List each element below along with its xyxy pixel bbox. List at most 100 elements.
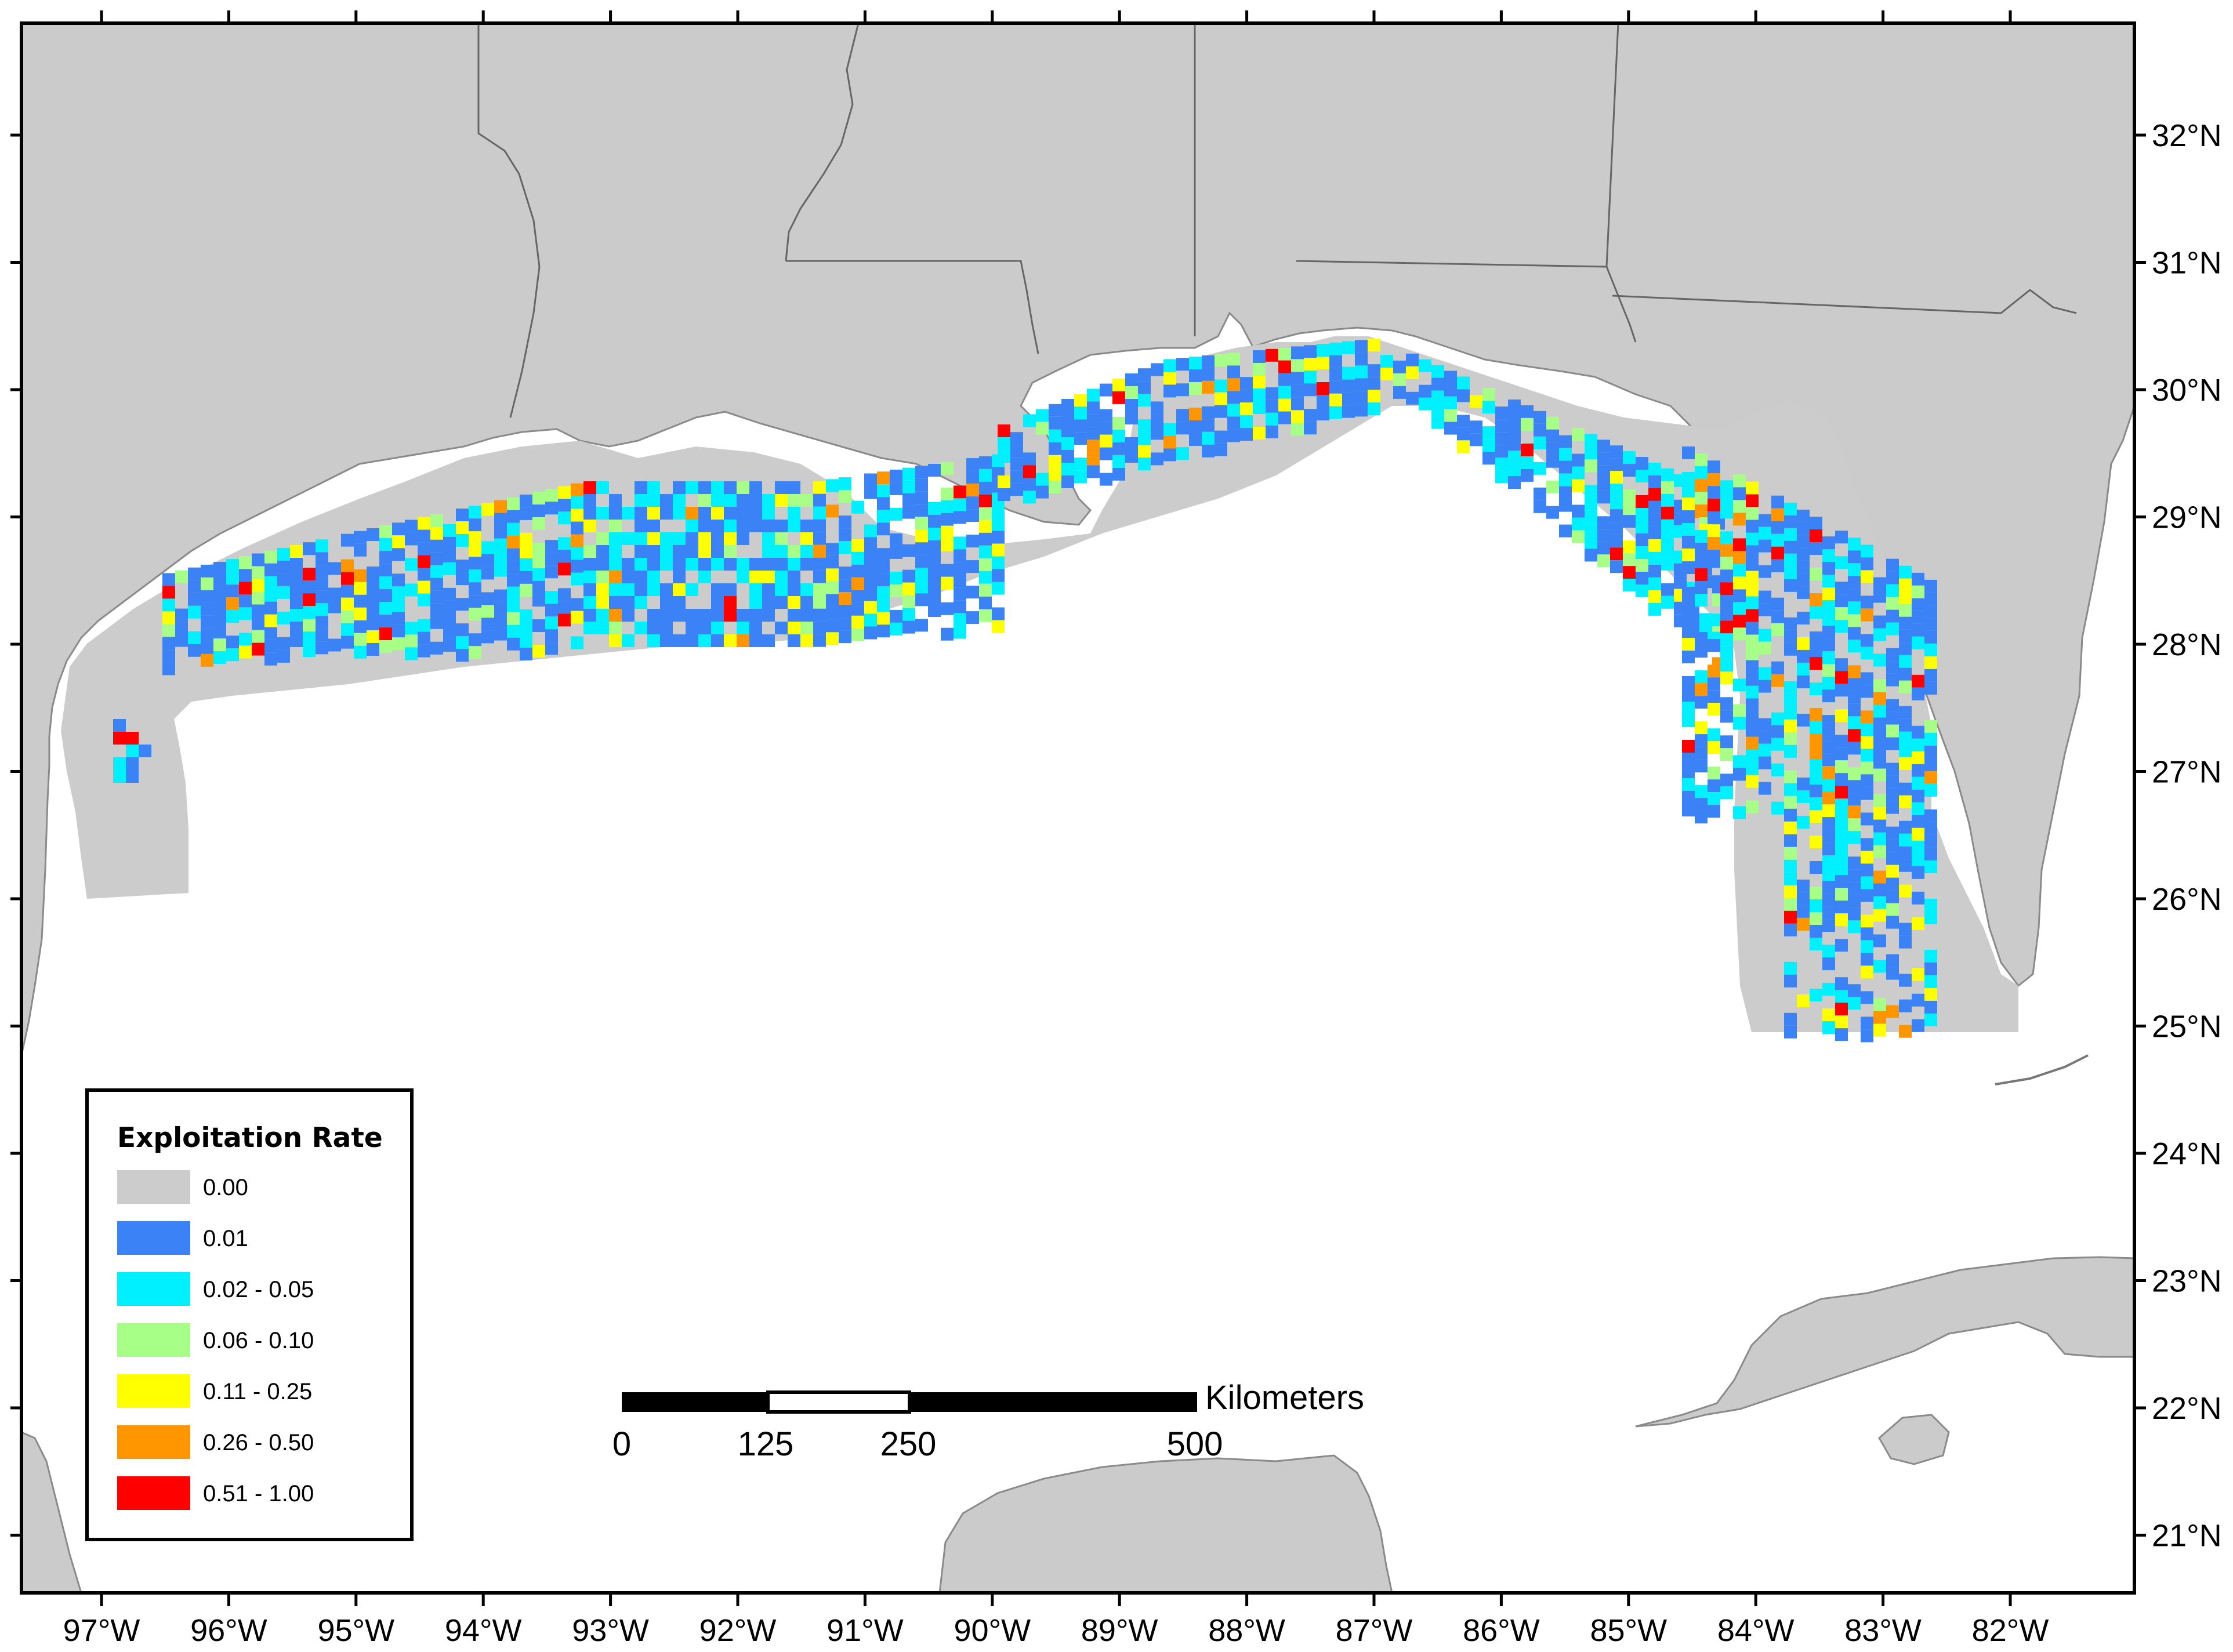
grid-cell (1074, 394, 1087, 407)
grid-cell (1708, 639, 1720, 652)
grid-cell (1393, 386, 1406, 399)
grid-cell (1112, 455, 1125, 468)
grid-cell (928, 528, 941, 540)
grid-cell (226, 584, 239, 598)
grid-cell (635, 545, 647, 558)
grid-cell (788, 583, 800, 596)
grid-cell (1291, 372, 1304, 385)
grid-cell (443, 587, 456, 601)
grid-cell (1733, 768, 1746, 781)
grid-cell (788, 571, 800, 583)
grid-cell (1835, 837, 1848, 850)
grid-cell (737, 481, 749, 494)
grid-cell (1708, 741, 1720, 754)
grid-cell (1610, 484, 1623, 497)
grid-cell (1695, 492, 1708, 505)
grid-cell (737, 634, 749, 647)
grid-cell (1835, 556, 1848, 569)
grid-cell (1771, 801, 1784, 815)
grid-cell (851, 615, 864, 629)
grid-cell (762, 596, 775, 609)
grid-cell (1648, 590, 1661, 603)
grid-cell (1227, 365, 1240, 379)
grid-cell (1521, 456, 1534, 469)
grid-cell (1784, 872, 1797, 885)
grid-cell (686, 481, 698, 494)
grid-cell (979, 469, 992, 482)
legend-swatch (117, 1476, 190, 1510)
grid-cell (1534, 411, 1546, 424)
grid-cell (1648, 526, 1661, 539)
grid-cell (998, 488, 1010, 501)
grid-cell (1912, 1019, 1924, 1032)
grid-cell (673, 481, 686, 494)
grid-cell (1623, 553, 1636, 567)
grid-cell (800, 558, 813, 571)
grid-cell (775, 532, 788, 545)
grid-cell (979, 532, 992, 546)
grid-cell (1873, 615, 1886, 629)
grid-cell (1873, 909, 1886, 922)
grid-cell (1227, 378, 1240, 391)
lon-label: 85°W (1590, 1613, 1667, 1648)
grid-cell (686, 634, 698, 647)
lon-label: 89°W (1081, 1613, 1158, 1648)
lon-label: 94°W (445, 1613, 522, 1648)
grid-cell (354, 582, 367, 595)
grid-cell (1848, 895, 1861, 908)
grid-cell (851, 551, 864, 565)
grid-cell (1482, 439, 1495, 452)
isle-of-youth (1878, 1414, 1950, 1465)
grid-cell (1835, 1028, 1848, 1041)
grid-cell (1695, 645, 1708, 658)
grid-cell (1746, 749, 1759, 763)
grid-cell (1074, 419, 1087, 433)
grid-cell (507, 497, 520, 510)
grid-cell (647, 494, 660, 507)
grid-cell (864, 562, 877, 576)
grid-cell (711, 609, 724, 622)
grid-cell (1138, 419, 1151, 433)
grid-cell (1861, 927, 1873, 941)
grid-cell (813, 544, 826, 558)
grid-cell (226, 648, 239, 662)
grid-cell (1317, 395, 1329, 408)
grid-cell (998, 475, 1010, 488)
grid-cell (1202, 368, 1215, 381)
grid-cell (175, 608, 188, 622)
grid-cell (1848, 691, 1861, 704)
grid-cell (1546, 455, 1559, 468)
scale-segment-2 (766, 1390, 911, 1414)
grid-cell (1835, 709, 1848, 722)
grid-cell (1610, 509, 1623, 522)
grid-cell (175, 570, 188, 583)
grid-cell (1733, 806, 1746, 819)
grid-cell (456, 534, 469, 547)
legend-swatch (117, 1221, 190, 1255)
grid-cell (979, 596, 992, 609)
grid-cell (864, 486, 877, 499)
grid-cell (1457, 427, 1470, 441)
grid-cell (1797, 586, 1810, 599)
grid-cell (1585, 523, 1597, 536)
grid-cell (1708, 665, 1720, 678)
grid-cell (1746, 736, 1759, 750)
grid-cell (724, 494, 737, 507)
grid-cell (711, 507, 724, 520)
grid-cell (1049, 429, 1061, 442)
legend-label: 0.26 - 0.50 (203, 1430, 314, 1455)
grid-cell (1572, 479, 1585, 492)
grid-cell (890, 469, 902, 482)
grid-cell (1924, 605, 1937, 618)
grid-cell (418, 631, 430, 645)
grid-cell (571, 598, 583, 611)
grid-cell (1636, 508, 1648, 521)
grid-cell (1061, 475, 1074, 488)
grid-cell (979, 558, 992, 571)
grid-cell (1848, 856, 1861, 870)
grid-cell (1797, 675, 1810, 688)
grid-cell (507, 637, 520, 651)
grid-cell (1759, 629, 1771, 642)
lon-label: 97°W (63, 1613, 140, 1648)
grid-cell (1746, 532, 1759, 546)
